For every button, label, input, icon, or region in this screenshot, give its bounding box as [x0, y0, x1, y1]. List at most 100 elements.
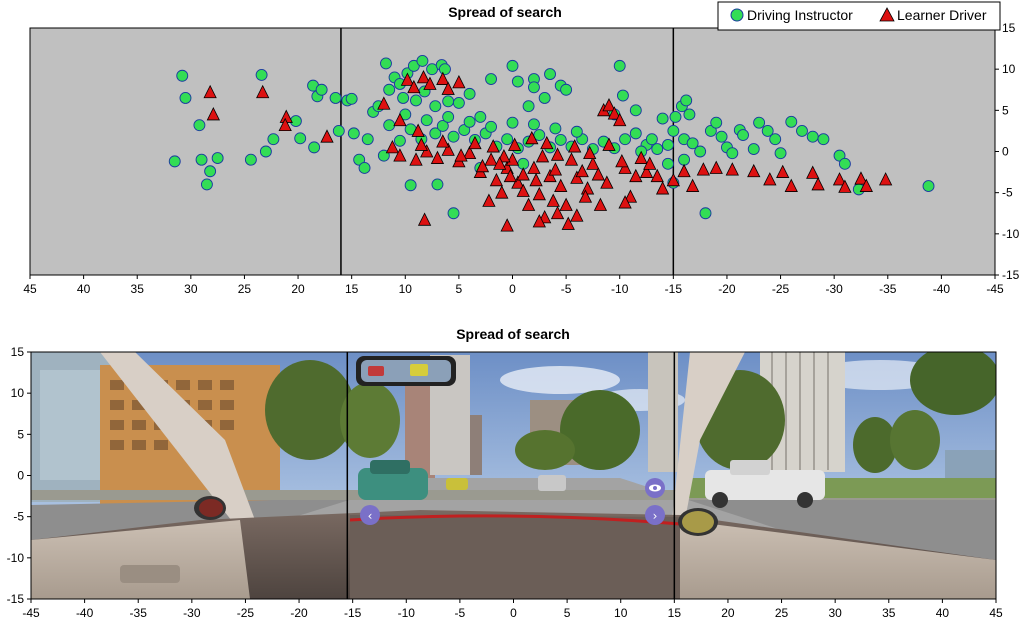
point-learner-driver [832, 172, 847, 186]
x-tick-label: -40 [933, 282, 951, 296]
point-learner-driver [776, 164, 790, 178]
point-driving-instructor [431, 178, 444, 191]
point-driving-instructor [463, 87, 476, 100]
point-driving-instructor [429, 127, 442, 140]
top-x-axis: 45 40 35 30 25 20 15 10 5 0 -5 -10 -15 -20 -25 -30 -35 -4… [23, 275, 1004, 296]
point-learner-driver [602, 97, 616, 112]
y-tick-label: -10 [7, 551, 25, 565]
point-learner-driver [591, 167, 605, 181]
point-learner-driver [811, 177, 825, 191]
x-tick-label: -25 [772, 282, 790, 296]
point-driving-instructor [416, 54, 429, 67]
point-learner-driver [564, 152, 579, 166]
point-learner-driver [492, 156, 507, 170]
x-tick-label: 30 [828, 606, 842, 620]
point-learner-driver [570, 170, 584, 184]
point-learner-driver [600, 175, 614, 189]
point-learner-driver [203, 84, 217, 99]
legend-label-driving-instructor: Driving Instructor [747, 7, 853, 23]
point-learner-driver [468, 135, 482, 150]
legend-marker-learner-driver [879, 7, 895, 22]
bottom-reference-lines [346, 352, 676, 599]
point-learner-driver [516, 167, 530, 181]
point-learner-driver [578, 189, 593, 203]
x-tick-label: 10 [399, 282, 413, 296]
point-learner-driver [586, 156, 600, 170]
point-learner-driver [763, 172, 777, 186]
point-driving-instructor [429, 100, 442, 113]
point-driving-instructor [656, 112, 669, 125]
point-learner-driver [516, 183, 530, 197]
y-tick-label: -5 [1002, 186, 1013, 200]
point-learner-driver [685, 178, 700, 192]
point-driving-instructor [560, 83, 573, 96]
point-driving-instructor [294, 132, 307, 145]
point-learner-driver [489, 172, 504, 187]
point-driving-instructor [544, 68, 556, 81]
point-driving-instructor [669, 110, 682, 123]
point-driving-instructor [329, 92, 342, 104]
point-driving-instructor [420, 114, 433, 127]
x-tick-label: 10 [614, 606, 628, 620]
x-tick-label: 5 [564, 606, 571, 620]
point-driving-instructor [315, 83, 328, 96]
point-learner-driver [529, 172, 543, 187]
point-driving-instructor [833, 149, 846, 162]
x-tick-label: 30 [184, 282, 198, 296]
point-driving-instructor [436, 120, 449, 132]
y-tick-label: -15 [7, 592, 25, 606]
point-driving-instructor [347, 127, 360, 140]
x-tick-label: 20 [291, 282, 305, 296]
point-driving-instructor [383, 83, 396, 96]
point-learner-driver [859, 178, 873, 192]
point-learner-driver [475, 158, 490, 173]
point-learner-driver [423, 76, 437, 90]
x-tick-label: -5 [561, 282, 572, 296]
top-chart-title: Spread of search [448, 4, 562, 20]
bottom-y-axis: 15 10 5 0 -5 -10 -15 [7, 345, 31, 606]
top-data-points [168, 54, 935, 232]
point-learner-driver [400, 72, 415, 86]
point-learner-driver [497, 149, 511, 163]
point-learner-driver [411, 123, 425, 137]
x-tick-label: 40 [936, 606, 950, 620]
x-tick-label: 45 [989, 606, 1003, 620]
point-driving-instructor [678, 153, 691, 166]
point-driving-instructor [726, 147, 739, 160]
point-learner-driver [643, 156, 657, 170]
y-tick-label: 5 [17, 427, 24, 441]
windscreen-view-image: ‹ › [31, 352, 996, 599]
top-y-axis: 15 10 5 0 -5 -10 -15 [995, 21, 1020, 282]
point-learner-driver [550, 205, 565, 220]
x-tick-label: -40 [76, 606, 94, 620]
point-driving-instructor [538, 92, 551, 104]
x-tick-label: -30 [825, 282, 843, 296]
point-learner-driver [568, 139, 582, 153]
point-learner-driver [618, 195, 632, 209]
point-learner-driver [747, 163, 761, 178]
point-learner-driver [615, 153, 629, 168]
point-driving-instructor [747, 143, 760, 155]
point-driving-instructor [817, 133, 830, 146]
point-driving-instructor [527, 118, 540, 131]
point-driving-instructor [458, 124, 471, 137]
point-learner-driver [320, 129, 334, 143]
point-driving-instructor [761, 124, 774, 137]
point-driving-instructor [922, 180, 935, 193]
point-learner-driver [677, 163, 691, 178]
top-reference-lines [340, 28, 675, 275]
point-driving-instructor [345, 92, 358, 105]
point-learner-driver [650, 168, 664, 183]
x-tick-label: 40 [77, 282, 91, 296]
legend: Driving Instructor Learner Driver [717, 1, 1001, 31]
point-learner-driver [709, 160, 723, 174]
point-driving-instructor [485, 120, 498, 133]
point-driving-instructor [806, 130, 819, 143]
point-learner-driver [543, 168, 557, 183]
point-driving-instructor [680, 94, 693, 107]
point-learner-driver [532, 214, 546, 228]
y-tick-label: 0 [1002, 145, 1009, 159]
x-tick-label: -20 [718, 282, 736, 296]
